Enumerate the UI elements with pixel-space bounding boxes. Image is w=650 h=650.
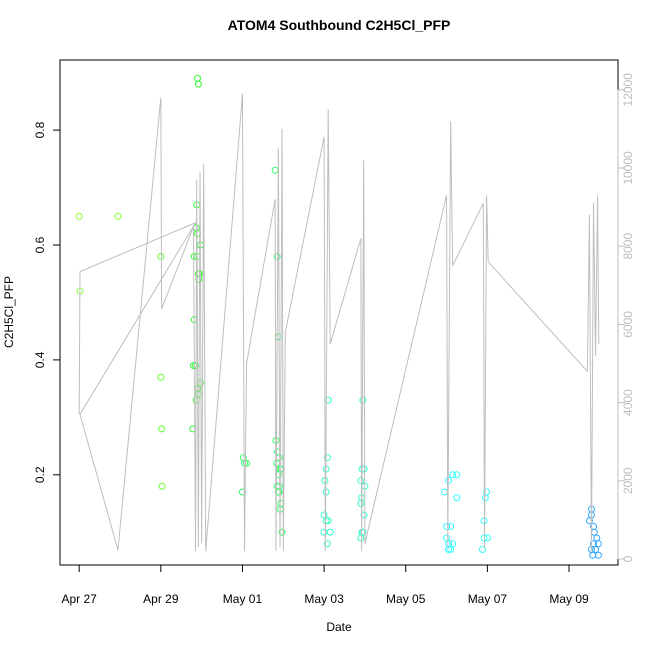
point	[323, 454, 331, 462]
y2-tick-label: 4000	[621, 389, 635, 416]
point	[323, 540, 331, 548]
x-axis-label: Date	[326, 620, 352, 634]
point	[447, 545, 455, 553]
point	[594, 551, 602, 559]
point	[592, 545, 600, 553]
point	[585, 517, 593, 525]
y-tick-label: 0.8	[33, 121, 47, 138]
y2-tick-label: 2000	[621, 467, 635, 494]
point	[322, 517, 330, 525]
x-tick-label: May 01	[223, 592, 263, 606]
point	[326, 528, 334, 536]
point	[357, 534, 365, 542]
point	[158, 425, 166, 433]
point	[114, 212, 122, 220]
point	[453, 471, 461, 479]
x-tick-label: Apr 29	[143, 592, 179, 606]
point	[157, 373, 165, 381]
y2-tick-label: 8000	[621, 233, 635, 260]
y2-tick-label: 0	[621, 555, 635, 562]
x-tick-label: May 07	[468, 592, 508, 606]
point	[357, 477, 365, 485]
point	[75, 212, 83, 220]
point	[157, 252, 165, 260]
y-tick-label: 0.2	[33, 466, 47, 483]
point	[453, 494, 461, 502]
y2-tick-label: 6000	[621, 311, 635, 338]
point	[478, 545, 486, 553]
y2-tick-label: 10000	[621, 151, 635, 185]
point	[481, 494, 489, 502]
y-tick-label: 0.6	[33, 236, 47, 253]
point	[278, 528, 286, 536]
line-series	[78, 93, 600, 552]
point	[445, 545, 453, 553]
point	[243, 459, 251, 467]
y-tick-label: 0.4	[33, 351, 47, 368]
x-tick-label: May 09	[549, 592, 589, 606]
point	[194, 80, 202, 88]
point	[273, 252, 281, 260]
point	[594, 540, 602, 548]
y-axis-label: C2H5Cl_PFP	[2, 276, 16, 348]
point	[443, 523, 451, 531]
x-tick-label: May 05	[386, 592, 426, 606]
point	[195, 275, 203, 283]
x-tick-label: Apr 27	[62, 592, 98, 606]
chart-title: ATOM4 Southbound C2H5Cl_PFP	[228, 17, 451, 33]
point	[158, 482, 166, 490]
point	[192, 362, 200, 370]
y2-tick-label: 12000	[621, 73, 635, 107]
point	[357, 500, 365, 508]
x-tick-label: May 03	[304, 592, 344, 606]
point	[449, 471, 457, 479]
